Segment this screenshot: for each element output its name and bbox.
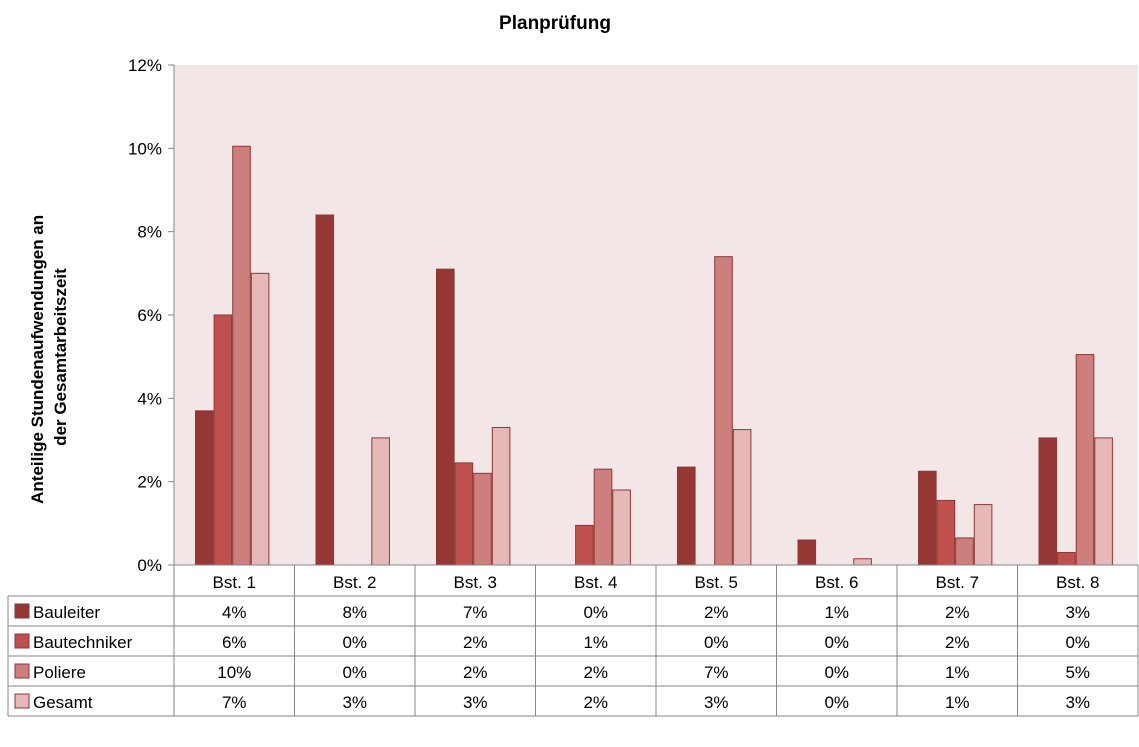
table-cell: 3% xyxy=(1065,693,1090,712)
table-cell: 3% xyxy=(342,693,367,712)
plot-area xyxy=(174,65,1138,565)
table-cell: 0% xyxy=(704,633,729,652)
table-cell: 2% xyxy=(463,663,488,682)
y-tick-label: 6% xyxy=(137,306,162,325)
bars xyxy=(195,145,1113,566)
table-cell: 7% xyxy=(222,693,247,712)
bar xyxy=(250,272,270,566)
legend-label: Bautechniker xyxy=(33,633,133,652)
bar xyxy=(593,468,613,566)
y-tick-label: 10% xyxy=(128,139,162,158)
bar xyxy=(955,537,974,566)
category-label: Bst. 4 xyxy=(574,573,617,592)
bar xyxy=(1075,354,1095,566)
category-label: Bst. 5 xyxy=(695,573,738,592)
legend-swatch xyxy=(14,603,30,619)
legend-swatch xyxy=(14,633,30,649)
table-cell: 10% xyxy=(217,663,251,682)
bar xyxy=(491,427,511,566)
legend-label: Bauleiter xyxy=(33,603,100,622)
category-label: Bst. 8 xyxy=(1056,573,1099,592)
bar xyxy=(213,314,233,566)
table-cell: 2% xyxy=(945,603,970,622)
table-cell: 2% xyxy=(945,633,970,652)
legend-swatch xyxy=(14,693,30,709)
table-cell: 8% xyxy=(342,603,367,622)
bar xyxy=(473,472,492,566)
category-label: Bst. 3 xyxy=(454,573,497,592)
bar xyxy=(232,145,251,566)
table-cell: 1% xyxy=(945,663,970,682)
table-cell: 1% xyxy=(945,693,970,712)
bar xyxy=(315,214,335,566)
table-cell: 2% xyxy=(463,633,488,652)
y-tick-label: 2% xyxy=(137,473,162,492)
table-cell: 7% xyxy=(463,603,488,622)
table-cell: 1% xyxy=(824,603,849,622)
bar xyxy=(677,466,696,566)
bar xyxy=(797,539,817,566)
chart-title: Planprüfung xyxy=(499,13,611,34)
table-cell: 3% xyxy=(1065,603,1090,622)
bar xyxy=(195,410,214,566)
table-cell: 0% xyxy=(824,693,849,712)
bar xyxy=(936,499,956,566)
category-label: Bst. 7 xyxy=(936,573,979,592)
y-tick-label: 12% xyxy=(128,56,162,75)
bar xyxy=(371,437,390,566)
table-cell: 0% xyxy=(342,633,367,652)
category-label: Bst. 2 xyxy=(333,573,376,592)
table-cell: 3% xyxy=(704,693,729,712)
table-cell: 5% xyxy=(1065,663,1090,682)
y-tick-label: 4% xyxy=(137,389,162,408)
table-cell: 2% xyxy=(704,603,729,622)
bar xyxy=(1057,552,1076,566)
y-axis-label: Anteilige Stundenaufwendungen an der Ges… xyxy=(28,210,70,504)
bar xyxy=(436,268,455,566)
legend-label: Poliere xyxy=(33,663,86,682)
bar xyxy=(973,504,993,566)
table-cell: 2% xyxy=(583,663,608,682)
bar xyxy=(612,489,631,566)
bar xyxy=(575,524,594,566)
bar xyxy=(454,462,474,566)
y-tick-label: 0% xyxy=(137,556,162,575)
table-cell: 2% xyxy=(583,693,608,712)
bar xyxy=(1094,437,1113,566)
table-cell: 6% xyxy=(222,633,247,652)
table-cell: 3% xyxy=(463,693,488,712)
table-cell: 0% xyxy=(583,603,608,622)
y-axis-label-line-2: der Gesamtarbeitszeit xyxy=(51,268,70,446)
y-axis-label-line-1: Anteilige Stundenaufwendungen an xyxy=(28,215,47,504)
table-cell: 4% xyxy=(222,603,247,622)
table-cell: 0% xyxy=(342,663,367,682)
category-label: Bst. 6 xyxy=(815,573,858,592)
table-cell: 0% xyxy=(824,663,849,682)
y-tick-label: 8% xyxy=(137,223,162,242)
legend-label: Gesamt xyxy=(33,693,93,712)
table-cell: 1% xyxy=(583,633,608,652)
category-label: Bst. 1 xyxy=(213,573,256,592)
table-cell: 0% xyxy=(824,633,849,652)
table-cell: 7% xyxy=(704,663,729,682)
legend-swatch xyxy=(14,663,30,679)
bar xyxy=(714,256,733,566)
table-cell: 0% xyxy=(1065,633,1090,652)
bar xyxy=(918,470,937,566)
y-axis: 0% 2% 4% 6% 8% 10% 12% xyxy=(128,56,174,575)
bar xyxy=(1038,437,1058,566)
bar xyxy=(732,429,752,566)
data-table: Bst. 1 Bst. 2 Bst. 3 Bst. 4 Bst. 5 Bst. 6 Bst.… xyxy=(7,564,1139,717)
bar xyxy=(853,558,872,566)
